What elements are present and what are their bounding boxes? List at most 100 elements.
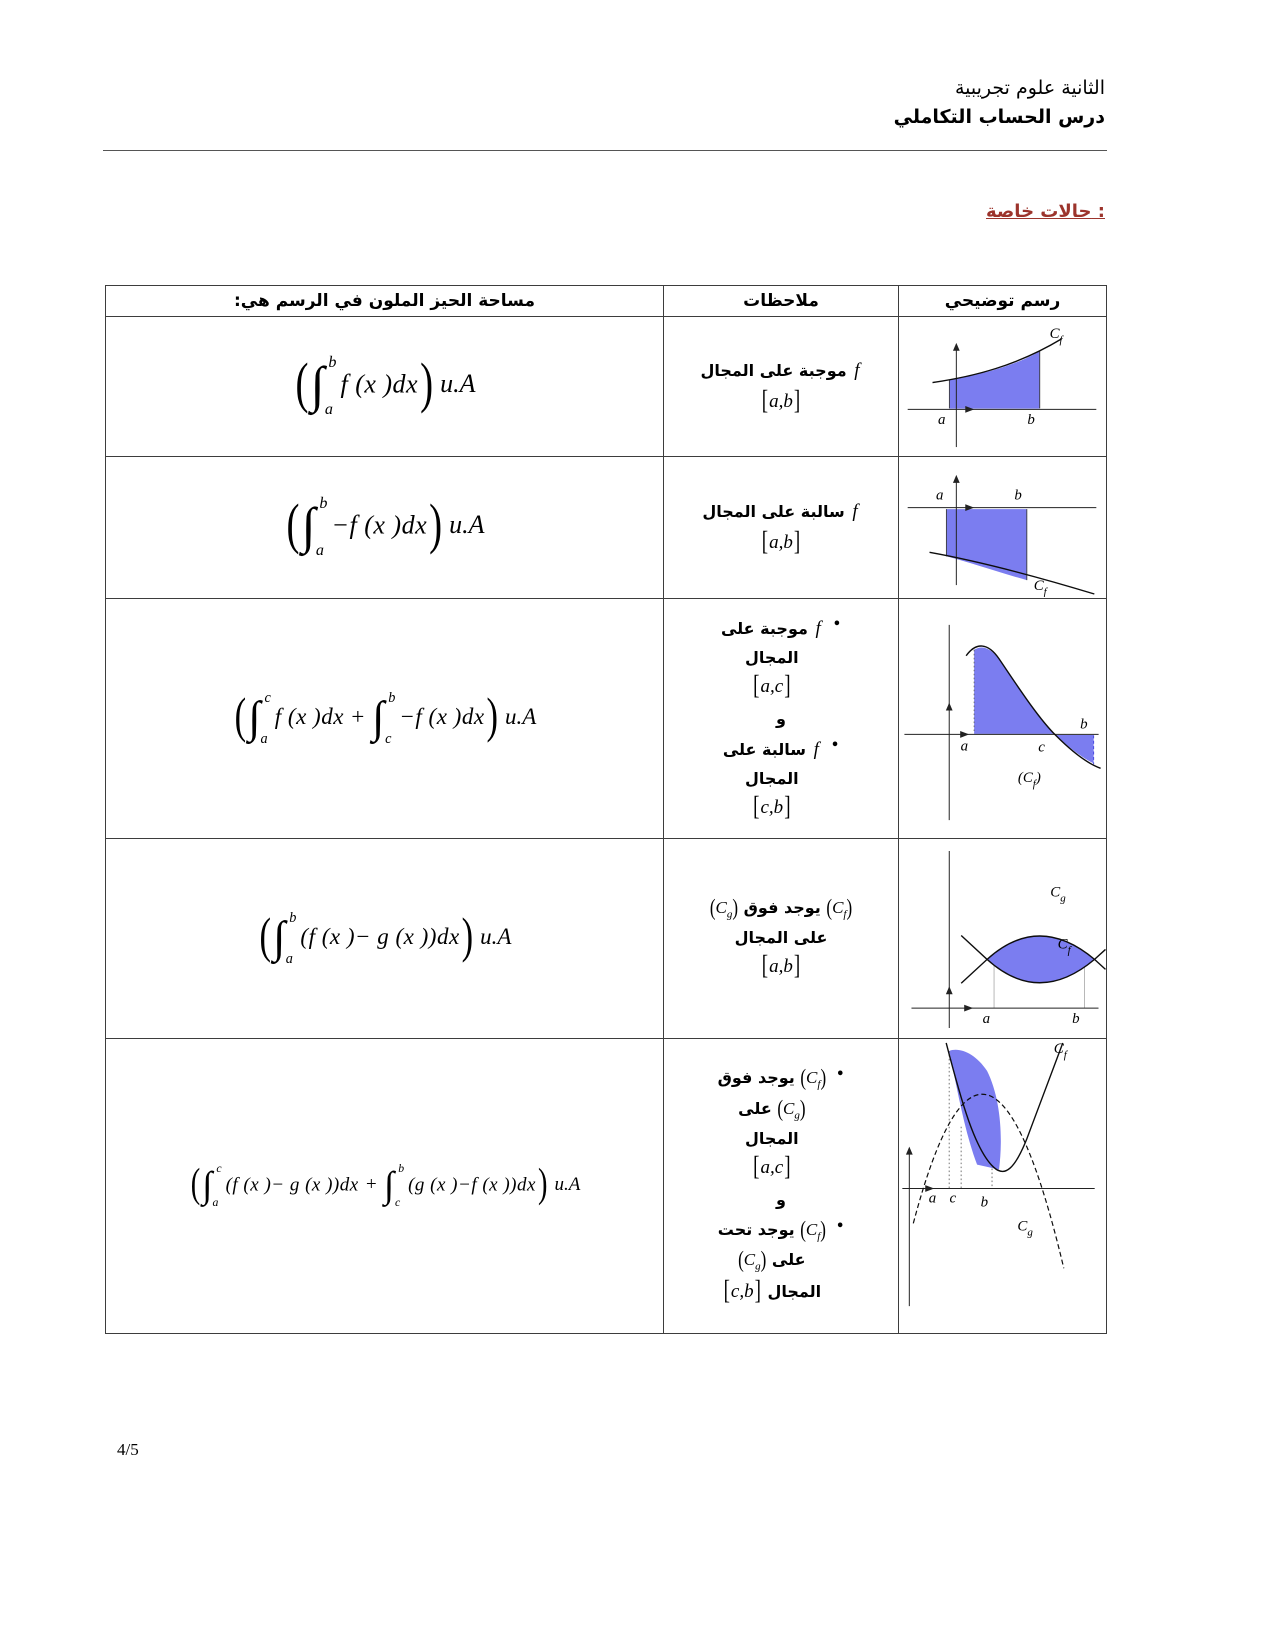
axis-label-b: b: [1072, 1011, 1079, 1027]
area-formula: (∫ b a f (x )dx) u.A: [295, 351, 476, 418]
curve-cf: [960, 948, 1106, 984]
bullet-icon: •: [830, 737, 840, 753]
curve-label-cf: Cf: [1058, 936, 1073, 956]
graph-curves-crossing: a c b Cf Cg: [902, 1041, 1095, 1307]
diagram-cell: Cg Cf a b: [898, 838, 1107, 1039]
header-title: درس الحساب التكاملي: [893, 106, 1105, 129]
bullet-item: • (Cf) يوجد فوق (Cg) على المجال [a,c]: [664, 1062, 898, 1185]
diagram-cell: a c b (Cf): [898, 598, 1107, 839]
area-formula-cell: (∫ b a (f (x )− g (x ))dx) u.A: [105, 838, 664, 1039]
diagram-cell: Cf a b: [898, 456, 1107, 599]
curve-notation-cf: (Cf): [800, 1064, 827, 1091]
header-subtitle: الثانية علوم تجريبية: [954, 77, 1105, 99]
table-row: a c b (Cf) • f موجبة على المجال [a,c] و: [105, 598, 1107, 839]
notes-cell: • (Cf) يوجد فوق (Cg) على المجال [a,c]: [663, 1038, 899, 1334]
axis-label-a: a: [961, 738, 968, 754]
note-text: على: [771, 1250, 806, 1270]
curve-cg-dashed: [912, 1093, 1065, 1269]
area-formula-cell: (∫ c a f (x )dx + ∫ b c −f (x )dx) u.A: [105, 598, 664, 839]
curve-label-cg: Cg: [1050, 885, 1066, 905]
axis-label-b: b: [981, 1194, 989, 1210]
graph-two-curves-lens: Cg Cf a b: [911, 850, 1106, 1029]
table-row: a c b Cf Cg • (Cf) يوجد فوق (Cg): [105, 1038, 1107, 1334]
y-axis-arrow: [952, 342, 960, 351]
note-text: المجال: [745, 769, 799, 788]
note-text: سالبة على: [722, 739, 807, 759]
curve-label-cf: Cf: [1034, 578, 1049, 597]
y-axis-arrow: [905, 1146, 913, 1155]
conjunction: و: [776, 1189, 786, 1209]
shaded-area: [949, 1049, 1001, 1170]
area-formula-cell: (∫ b a f (x )dx) u.A: [105, 316, 664, 457]
axis-label-b: b: [1014, 488, 1021, 504]
bullet-item: • f موجبة على المجال [a,c]: [664, 612, 898, 705]
area-formula-cell: (∫ c a (f (x )− g (x ))dx + ∫ b c (g (x )−f (x )…: [105, 1038, 664, 1334]
column-header-area: مساحة الحيز الملون في الرسم هي:: [105, 285, 664, 317]
shaded-area: [987, 936, 1095, 983]
curve-notation-cg: (Cg): [709, 894, 739, 921]
shaded-area: [946, 509, 1027, 581]
note-text: سالبة على المجال: [702, 501, 845, 521]
area-formula: (∫ c a (f (x )− g (x ))dx + ∫ b c (g (x )−f (x )…: [190, 1161, 581, 1210]
graph-positive-function: Cf a b: [907, 326, 1097, 448]
curve-notation-cg: (Cg): [738, 1246, 767, 1273]
bullet-icon: •: [836, 1067, 845, 1083]
note-text: المجال: [745, 648, 799, 667]
header-divider: [103, 150, 1107, 151]
x-axis-arrow: [965, 504, 975, 512]
graph-negative-function: Cf a b: [907, 474, 1097, 597]
x-axis-arrow: [964, 1004, 974, 1012]
axis-label-c: c: [950, 1190, 957, 1206]
diagram-cell: Cf a b: [898, 316, 1107, 457]
axis-label-a: a: [929, 1190, 936, 1206]
graph-sign-change: a c b (Cf): [904, 624, 1101, 821]
interval: [a,b]: [761, 385, 801, 417]
function-symbol: f: [852, 500, 858, 522]
interval: [a,c]: [753, 1151, 791, 1183]
curve-label-cf: Cf: [1054, 1041, 1069, 1061]
area-formula: (∫ b a (f (x )− g (x ))dx) u.A: [259, 907, 512, 968]
note-text: يوجد تحت: [717, 1219, 795, 1239]
y-axis-arrow: [945, 986, 953, 995]
special-cases-table: رسم توضيحي ملاحظات مساحة الحيز الملون في…: [105, 285, 1107, 1334]
note-text: على المجال: [734, 928, 828, 948]
curve-cf: [932, 338, 1062, 384]
curve-notation-cf: (Cf): [826, 894, 853, 921]
curve-cf: [945, 1042, 1064, 1173]
y-axis-arrow: [952, 474, 960, 483]
curve-cg: [960, 935, 1106, 970]
table-row: Cf a b f موجبة على المجال [a,b] (∫ b a f (x…: [105, 316, 1107, 457]
curve-notation-cg: (Cg): [777, 1095, 806, 1122]
column-header-notes: ملاحظات: [663, 285, 899, 317]
table-row: Cg Cf a b (Cf) يوجد فوق (Cg) على المجال …: [105, 838, 1107, 1039]
conjunction: و: [776, 708, 786, 728]
area-formula-cell: (∫ b a −f (x )dx) u.A: [105, 456, 664, 599]
note-text: على: [738, 1099, 772, 1119]
bullet-item: • f سالبة على المجال [c,b]: [664, 733, 898, 826]
x-axis-arrow: [925, 1185, 935, 1192]
interval: [a,c]: [753, 670, 791, 702]
axis-label-c: c: [1038, 739, 1045, 755]
bullet-item: • (Cf) يوجد تحت على (Cg) المجال [c,b]: [664, 1214, 898, 1310]
axis-label-a: a: [938, 412, 945, 428]
page-number: 4/5: [117, 1440, 139, 1459]
curve-cf: [929, 551, 1095, 595]
notes-cell: • f موجبة على المجال [a,c] و • f سالبة ع…: [663, 598, 899, 839]
note-text: المجال: [745, 1129, 799, 1148]
axis-label-b: b: [1027, 412, 1034, 428]
note-text: يوجد فوق: [743, 898, 821, 918]
document-header: الثانية علوم تجريبية درس الحساب التكاملي: [894, 74, 1105, 133]
table-row: Cf a b f سالبة على المجال [a,b] (∫ b a −f (…: [105, 456, 1107, 599]
axis-label-a: a: [983, 1011, 990, 1027]
notes-cell: f موجبة على المجال [a,b]: [663, 316, 899, 457]
x-axis-arrow: [965, 405, 975, 413]
bullet-icon: •: [832, 616, 842, 632]
notes-cell: f سالبة على المجال [a,b]: [663, 456, 899, 599]
area-formula: (∫ b a −f (x )dx) u.A: [286, 492, 485, 559]
bullet-icon: •: [835, 1218, 845, 1234]
note-text: المجال: [767, 1282, 822, 1302]
function-symbol: f: [815, 617, 821, 639]
curve-label-cg: Cg: [1017, 1218, 1033, 1238]
function-symbol: f: [813, 738, 819, 760]
curve-label-cf: (Cf): [1018, 770, 1041, 790]
